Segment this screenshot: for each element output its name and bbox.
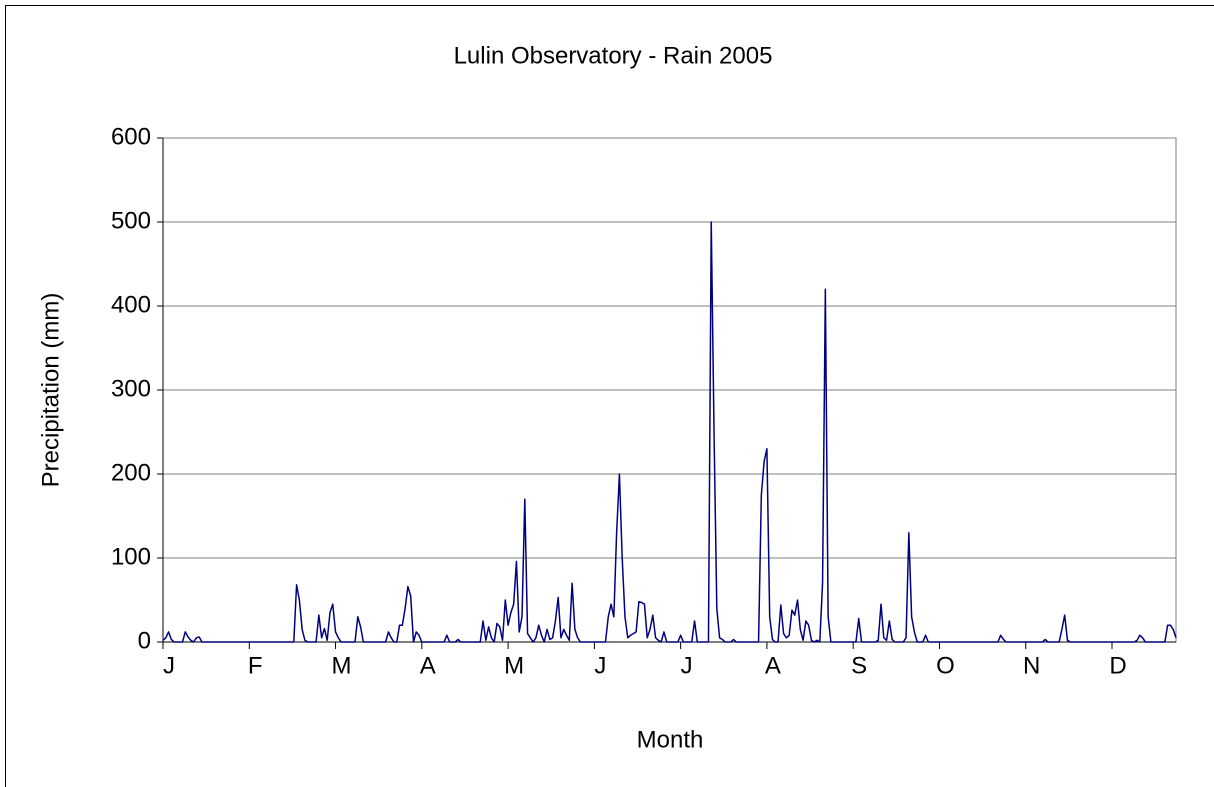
y-tick-label: 600	[111, 123, 151, 150]
x-tick-label: M	[504, 652, 524, 679]
x-tick-label: O	[936, 652, 955, 679]
x-tick-label: N	[1023, 652, 1040, 679]
x-tick-label: F	[248, 652, 263, 679]
y-tick-label: 500	[111, 207, 151, 234]
x-tick-label: D	[1109, 652, 1126, 679]
x-tick-label: J	[594, 652, 606, 679]
rain-line	[162, 221, 1177, 643]
y-tick-label: 100	[111, 543, 151, 570]
x-tick-label: S	[851, 652, 867, 679]
y-tick-label: 0	[138, 627, 151, 654]
x-tick-label: A	[765, 652, 781, 679]
x-tick-label: M	[332, 652, 352, 679]
chart-title: Lulin Observatory - Rain 2005	[454, 42, 773, 69]
x-tick-label: A	[420, 652, 436, 679]
y-tick-label: 200	[111, 459, 151, 486]
y-tick-label: 300	[111, 375, 151, 402]
x-axis-label: Month	[637, 726, 704, 753]
x-tick-label: J	[681, 652, 693, 679]
x-tick-label: J	[163, 652, 175, 679]
y-tick-label: 400	[111, 291, 151, 318]
y-axis-label: Precipitation (mm)	[37, 293, 64, 488]
